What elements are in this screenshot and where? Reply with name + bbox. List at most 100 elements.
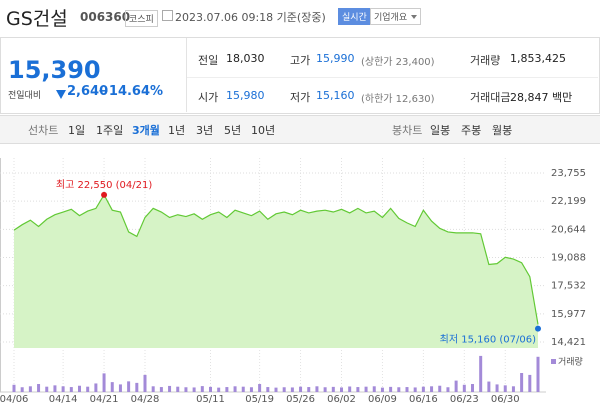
quote-label: 거래량 [470, 54, 501, 67]
volume-bar [217, 387, 221, 392]
y-tick-label: 15,977 [551, 309, 586, 320]
volume-bar [528, 374, 532, 392]
volume-bar [176, 386, 180, 392]
volume-bar [331, 386, 335, 392]
x-tick-label: 06/09 [368, 394, 397, 405]
volume-bar [225, 387, 229, 392]
period-tab[interactable]: 1주일 [96, 124, 124, 137]
company-label: 기업개요 [374, 13, 408, 23]
quote-value: 15,160 [316, 89, 355, 102]
volume-bar [421, 386, 425, 392]
volume-bar [356, 387, 360, 392]
volume-bar [118, 384, 122, 392]
volume-bar [536, 356, 540, 392]
quote-value: 15,980 [226, 89, 265, 102]
volume-bar [102, 373, 106, 392]
volume-bar [511, 386, 515, 392]
volume-bar [266, 387, 270, 392]
volume-bar [53, 385, 57, 392]
volume-bar [315, 386, 319, 392]
period-tab[interactable]: 5년 [224, 124, 242, 137]
stock-name: GS건설 [6, 8, 68, 30]
x-tick-label: 05/11 [196, 394, 225, 405]
change: 2,640 [67, 84, 109, 99]
x-tick-label: 04/28 [131, 394, 160, 405]
volume-bar [454, 380, 458, 392]
volume-bar [249, 387, 253, 392]
volume-bar [209, 386, 212, 392]
volume-bar [61, 386, 65, 392]
volume-bar [487, 381, 491, 392]
volume-bar [380, 387, 384, 392]
volume-bar [495, 384, 499, 392]
x-tick-label: 04/06 [0, 394, 28, 405]
volume-bar [192, 387, 196, 392]
volume-bar [258, 384, 262, 392]
volume-bar [290, 387, 294, 392]
tab-label: 선차트 [28, 124, 59, 137]
quote-label: 고가 [290, 54, 311, 67]
volume-bar [159, 387, 163, 392]
quote-label: 전일 [198, 54, 219, 67]
time: 2023.07.06 09:18 기준(장중) [175, 11, 326, 24]
down-arrow [56, 90, 66, 99]
y-tick-label: 22,199 [551, 196, 586, 207]
y-tick-label: 19,088 [551, 253, 586, 264]
period-tab[interactable]: 3개월 [132, 124, 160, 137]
candle-tab[interactable]: 일봉 [430, 124, 451, 137]
candle-tab[interactable]: 월봉 [492, 124, 513, 137]
stock-code: 006360 [80, 10, 131, 24]
quote-value: 15,990 [316, 52, 355, 65]
quote-value: 1,853,425 [510, 52, 566, 65]
volume-bar [78, 385, 81, 392]
annotation: 최저 15,160 (07/06) [440, 334, 536, 346]
y-tick-label: 20,644 [551, 224, 586, 235]
change-pct: −14.64% [98, 84, 164, 99]
y-tick-label: 14,421 [551, 337, 586, 348]
volume-bar [364, 386, 368, 392]
company-dropdown[interactable]: 기업개요 [370, 8, 422, 25]
annotation: 최고 22,550 (04/21) [56, 179, 152, 191]
tab-bar [0, 115, 600, 144]
volume-bar [37, 384, 41, 392]
volume-bar [233, 386, 237, 392]
annotation-marker [535, 325, 541, 332]
volume-bar [20, 387, 24, 392]
chart: 23,755 22,199 20,644 19,088 17,532 15,977 14,4… [0, 158, 586, 405]
volume-bar [405, 387, 409, 392]
price: 15,390 [8, 56, 101, 84]
volume-bar [520, 373, 524, 392]
quote-label: 저가 [290, 91, 311, 104]
realtime-button[interactable]: 실시간 [338, 8, 371, 25]
quote-limit: (하한가 12,630) [361, 94, 435, 105]
volume-bar [200, 386, 204, 392]
period-tab[interactable]: 1년 [168, 124, 186, 137]
volume-bar [135, 382, 139, 392]
period-tab[interactable]: 10년 [251, 124, 276, 137]
volume-bar [307, 387, 311, 392]
volume-bar [28, 386, 32, 392]
period-tab[interactable]: 3년 [196, 124, 214, 137]
volume-bar [45, 386, 49, 392]
volume-bar [86, 386, 90, 392]
period-tab[interactable]: 1일 [68, 124, 86, 137]
volume-bar [110, 382, 114, 392]
volume-bar [438, 385, 442, 392]
change-label: 전일대비 [8, 91, 42, 101]
y-tick-label: 17,532 [551, 281, 586, 292]
x-tick-label: 04/14 [49, 394, 78, 405]
volume-bar [389, 386, 393, 392]
y-tick-label: 23,755 [551, 168, 586, 179]
volume-bar [94, 383, 98, 392]
volume-bar [430, 386, 434, 392]
x-tick-label: 05/19 [245, 394, 274, 405]
volume-bar [168, 385, 172, 392]
quote-label: 시가 [198, 91, 219, 104]
quote-value: 28,847 백만 [510, 91, 573, 104]
volume-bar [479, 355, 483, 392]
volume-bar [241, 386, 245, 392]
volume-bar [127, 381, 131, 392]
caret [411, 15, 418, 22]
candle-tab[interactable]: 주봉 [461, 124, 482, 137]
volume-bar [372, 386, 376, 392]
